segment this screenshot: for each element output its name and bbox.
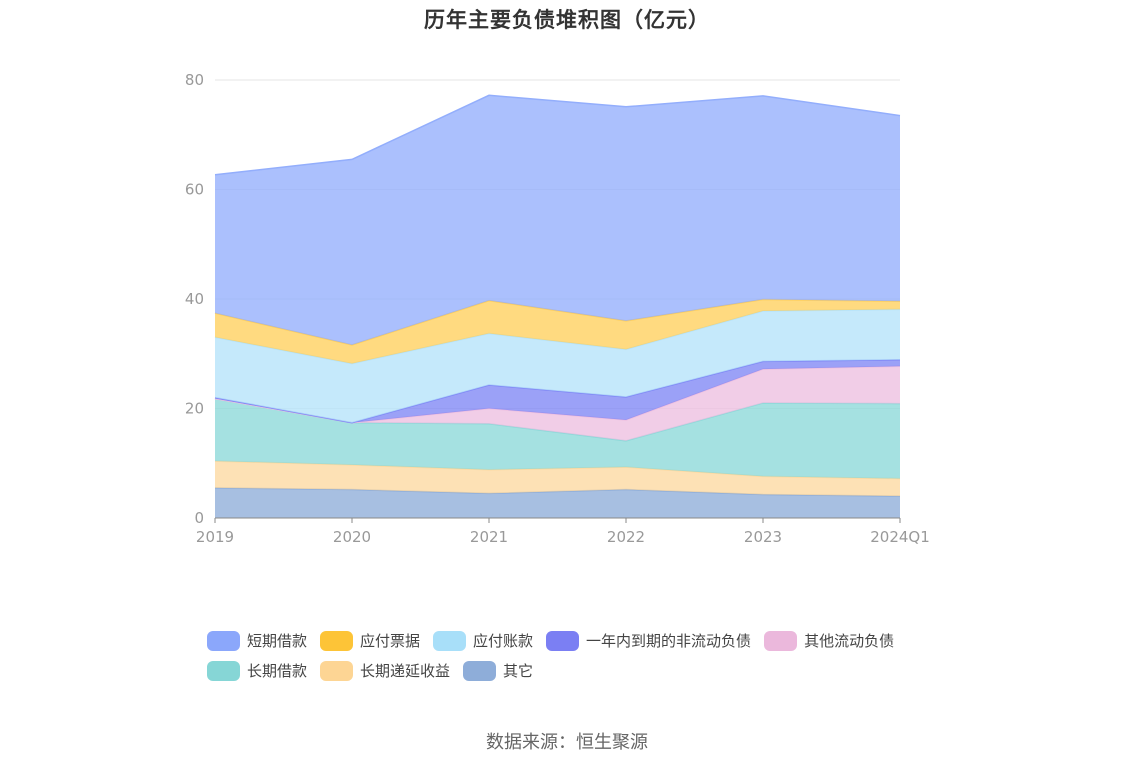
area-series-1[interactable] [215, 461, 900, 497]
legend-label: 长期借款 [247, 662, 308, 680]
x-tick-label: 2021 [470, 528, 508, 546]
legend-item-other[interactable]: 其它 [463, 660, 533, 681]
legend-item-notes-payable[interactable]: 应付票据 [320, 630, 420, 651]
data-source: 数据来源：恒生聚源 [486, 732, 648, 753]
area-series-7[interactable] [215, 95, 900, 345]
x-axis-ticks: 2019 2020 2021 2022 2023 2024Q1 [196, 528, 930, 546]
area-series-0[interactable] [215, 487, 900, 518]
area-series-5[interactable] [215, 309, 900, 423]
x-tick-label: 2019 [196, 528, 234, 546]
stacked-area-chart: 0 20 40 60 80 2019 2020 2021 2022 2023 2024Q1 [185, 71, 930, 546]
y-tick-label: 80 [185, 71, 204, 89]
area-edge-7 [214, 94, 901, 176]
legend-swatch [207, 660, 240, 681]
legend-swatch [320, 660, 354, 681]
area-series-6[interactable] [215, 299, 900, 364]
legend-swatch [207, 630, 240, 651]
legend-row-1: 短期借款 应付票据 应付账款 一年内到期的非流动负债 其他流动负债 [207, 630, 967, 651]
legend-row-2: 长期借款 长期递延收益 其它 [207, 660, 967, 681]
x-tick-label: 2024Q1 [870, 528, 930, 546]
legend-swatch [546, 630, 580, 651]
x-axis [214, 517, 901, 523]
legend-label: 应付票据 [360, 632, 421, 650]
legend-label: 其他流动负债 [804, 632, 895, 650]
chart-legend: 短期借款 应付票据 应付账款 一年内到期的非流动负债 其他流动负债 长期借款 长… [207, 630, 967, 690]
legend-label: 应付账款 [473, 632, 534, 650]
legend-item-other-current-liabilities[interactable]: 其他流动负债 [764, 630, 894, 651]
area-series-2[interactable] [215, 398, 900, 479]
legend-label: 长期递延收益 [360, 662, 451, 680]
legend-swatch [764, 630, 798, 651]
legend-item-deferred-income[interactable]: 长期递延收益 [320, 660, 450, 681]
y-tick-label: 20 [185, 400, 204, 418]
y-axis-ticks: 0 20 40 60 80 [185, 71, 204, 527]
legend-label: 其它 [503, 662, 534, 680]
x-tick-label: 2023 [744, 528, 782, 546]
y-tick-label: 60 [185, 181, 204, 199]
chart-title: 历年主要负债堆积图（亿元） [424, 8, 710, 32]
area-edge-1 [214, 460, 901, 480]
y-tick-label: 40 [185, 290, 204, 308]
legend-item-short-term-loans[interactable]: 短期借款 [207, 630, 307, 651]
legend-label: 一年内到期的非流动负债 [586, 632, 752, 650]
legend-item-long-term-loans[interactable]: 长期借款 [207, 660, 307, 681]
legend-swatch [433, 630, 467, 651]
x-tick-label: 2020 [333, 528, 371, 546]
area-series-3[interactable] [215, 366, 900, 441]
legend-swatch [463, 660, 497, 681]
area-edge-5 [214, 308, 901, 365]
legend-swatch [320, 630, 354, 651]
x-tick-label: 2022 [607, 528, 645, 546]
y-tick-label: 0 [194, 509, 204, 527]
legend-item-current-portion-noncurrent[interactable]: 一年内到期的非流动负债 [546, 630, 751, 651]
legend-item-accounts-payable[interactable]: 应付账款 [433, 630, 533, 651]
area-series[interactable] [214, 94, 901, 518]
legend-label: 短期借款 [247, 632, 308, 650]
